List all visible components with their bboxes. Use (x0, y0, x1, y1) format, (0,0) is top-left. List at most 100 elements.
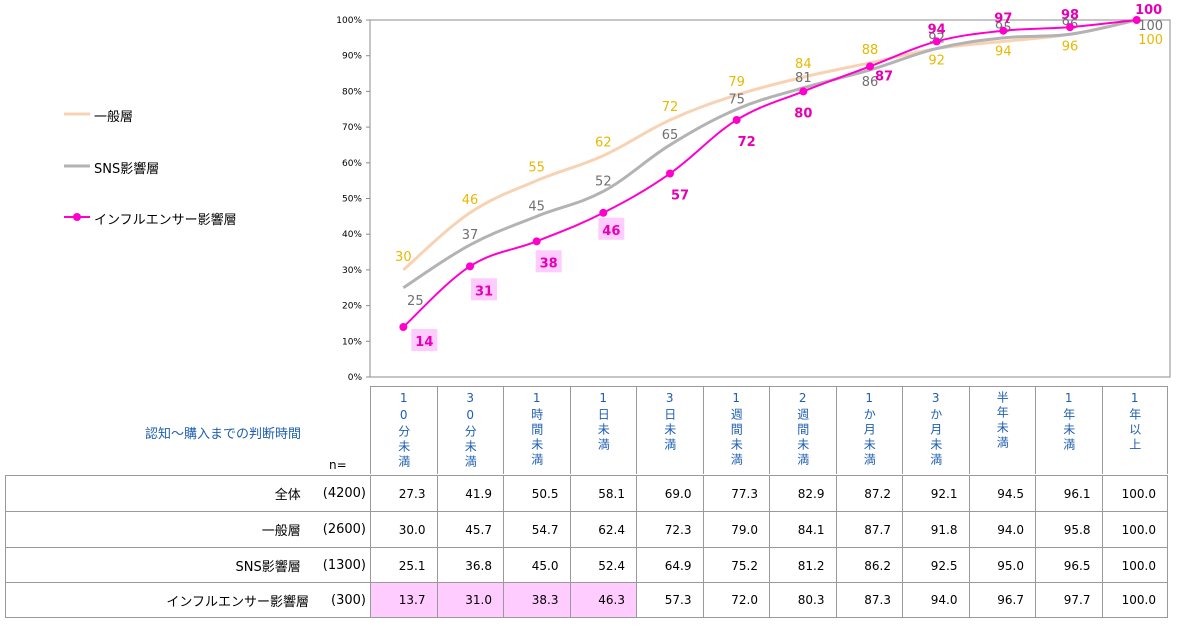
table-cell: 64.9 (636, 547, 703, 583)
table-cell: 95.8 (1035, 511, 1102, 547)
y-tick-label: 60% (342, 159, 362, 169)
table-cell: 84.1 (769, 511, 836, 547)
data-label: 65 (662, 128, 679, 143)
column-header: 1年以上 (1101, 386, 1168, 474)
table-cell: 45.0 (503, 547, 570, 583)
table-cell: 45.7 (436, 511, 503, 547)
data-label: 37 (462, 228, 479, 243)
data-label: 84 (795, 57, 812, 72)
table-cell: 75.2 (702, 547, 769, 583)
column-header-label: 1か月未満 (862, 391, 877, 468)
data-label: 45 (528, 199, 545, 214)
table-cell: 58.1 (569, 475, 636, 511)
data-label: 100 (1138, 19, 1163, 34)
table-cell: 96.7 (968, 582, 1035, 618)
row-name: 一般層 (261, 524, 301, 539)
legend-item: SNS影響層 (62, 156, 302, 177)
column-header: 1週間未満 (702, 386, 769, 474)
table-cell: 30.0 (370, 511, 437, 547)
label-highlight (411, 329, 438, 352)
data-label: 79 (728, 75, 745, 90)
row-label: 全体 (4200) (5, 475, 370, 511)
data-label: 38 (540, 256, 558, 271)
row-label: SNS影響層 (1300) (5, 547, 370, 583)
data-label: 88 (862, 43, 879, 58)
legend-item: 一般層 (62, 104, 302, 125)
table-caption: 認知～購入までの判断時間 (145, 427, 302, 442)
legend-swatch (64, 213, 90, 221)
table-cell: 36.8 (436, 547, 503, 583)
data-label: 25 (407, 294, 424, 309)
legend-label: 一般層 (94, 110, 134, 125)
table-cell: 46.3 (569, 582, 636, 618)
table-cell: 100.0 (1101, 582, 1168, 618)
data-label: 86 (862, 75, 879, 90)
table-cell: 96.1 (1035, 475, 1102, 511)
data-point (532, 237, 541, 246)
column-header-label: 3か月未満 (928, 391, 943, 468)
table-cell: 25.1 (370, 547, 437, 583)
series-line-0 (402, 18, 1137, 272)
data-point (1132, 16, 1141, 24)
data-label: 52 (595, 174, 612, 189)
row-label: 一般層 (2600) (5, 511, 370, 547)
table-cell: 62.4 (569, 511, 636, 547)
table-cell: 94.5 (968, 475, 1035, 511)
table-cell: 87.7 (835, 511, 902, 547)
column-header-label: 1時間未満 (529, 391, 544, 468)
column-header: 1時間未満 (503, 386, 570, 474)
table-cell: 80.3 (769, 582, 836, 618)
table-cell: 79.0 (702, 511, 769, 547)
data-label: 100 (1135, 3, 1162, 18)
table-cell: 50.5 (503, 475, 570, 511)
row-name: 全体 (274, 488, 301, 503)
data-label: 98 (1061, 8, 1079, 23)
table-cell: 92.1 (902, 475, 969, 511)
data-point (466, 262, 474, 271)
label-highlight (598, 217, 625, 240)
column-header: 1年未満 (1035, 386, 1102, 474)
data-label: 30 (395, 250, 412, 265)
table-cell: 96.5 (1035, 547, 1102, 583)
table-cell: 97.7 (1035, 582, 1102, 618)
table-cell: 100.0 (1101, 511, 1168, 547)
y-tick-label: 50% (342, 195, 362, 205)
column-header-label: 1年以上 (1127, 391, 1142, 453)
y-tick-label: 0% (348, 373, 363, 383)
data-label: 94 (928, 22, 946, 37)
table-cell: 38.3 (503, 582, 570, 618)
y-tick-label: 20% (342, 302, 362, 312)
n-label: n= (329, 458, 347, 472)
table-cell: 52.4 (569, 547, 636, 583)
series-line-1 (402, 18, 1137, 290)
table-cell: 57.3 (636, 582, 703, 618)
table-cell: 91.8 (902, 511, 969, 547)
column-header: 1日未満 (569, 386, 636, 474)
table-cell: 54.7 (503, 511, 570, 547)
data-label: 94 (995, 44, 1012, 59)
data-point (799, 87, 808, 96)
table-cell: 100.0 (1101, 547, 1168, 583)
table-cell: 81.2 (769, 547, 836, 583)
table-cell: 82.9 (769, 475, 836, 511)
y-tick-label: 30% (342, 266, 362, 276)
column-header-label: 3日未満 (662, 391, 677, 453)
table-cell: 100.0 (1101, 475, 1168, 511)
data-point (999, 26, 1008, 35)
column-header: 半年未満 (968, 386, 1035, 474)
row-n: (4200) (322, 486, 366, 501)
table-cell: 92.5 (902, 547, 969, 583)
column-header-label: 30分未満 (463, 391, 478, 470)
legend-swatch (64, 164, 90, 168)
data-label: 62 (595, 136, 612, 151)
row-n: (300) (331, 592, 366, 608)
label-highlight (471, 278, 497, 301)
table-cell: 41.9 (436, 475, 503, 511)
y-tick-label: 10% (342, 337, 362, 347)
table-cell: 31.0 (436, 582, 503, 618)
column-header: 2週間未満 (769, 386, 836, 474)
data-label: 97 (994, 12, 1012, 27)
column-header: 3日未満 (636, 386, 703, 474)
